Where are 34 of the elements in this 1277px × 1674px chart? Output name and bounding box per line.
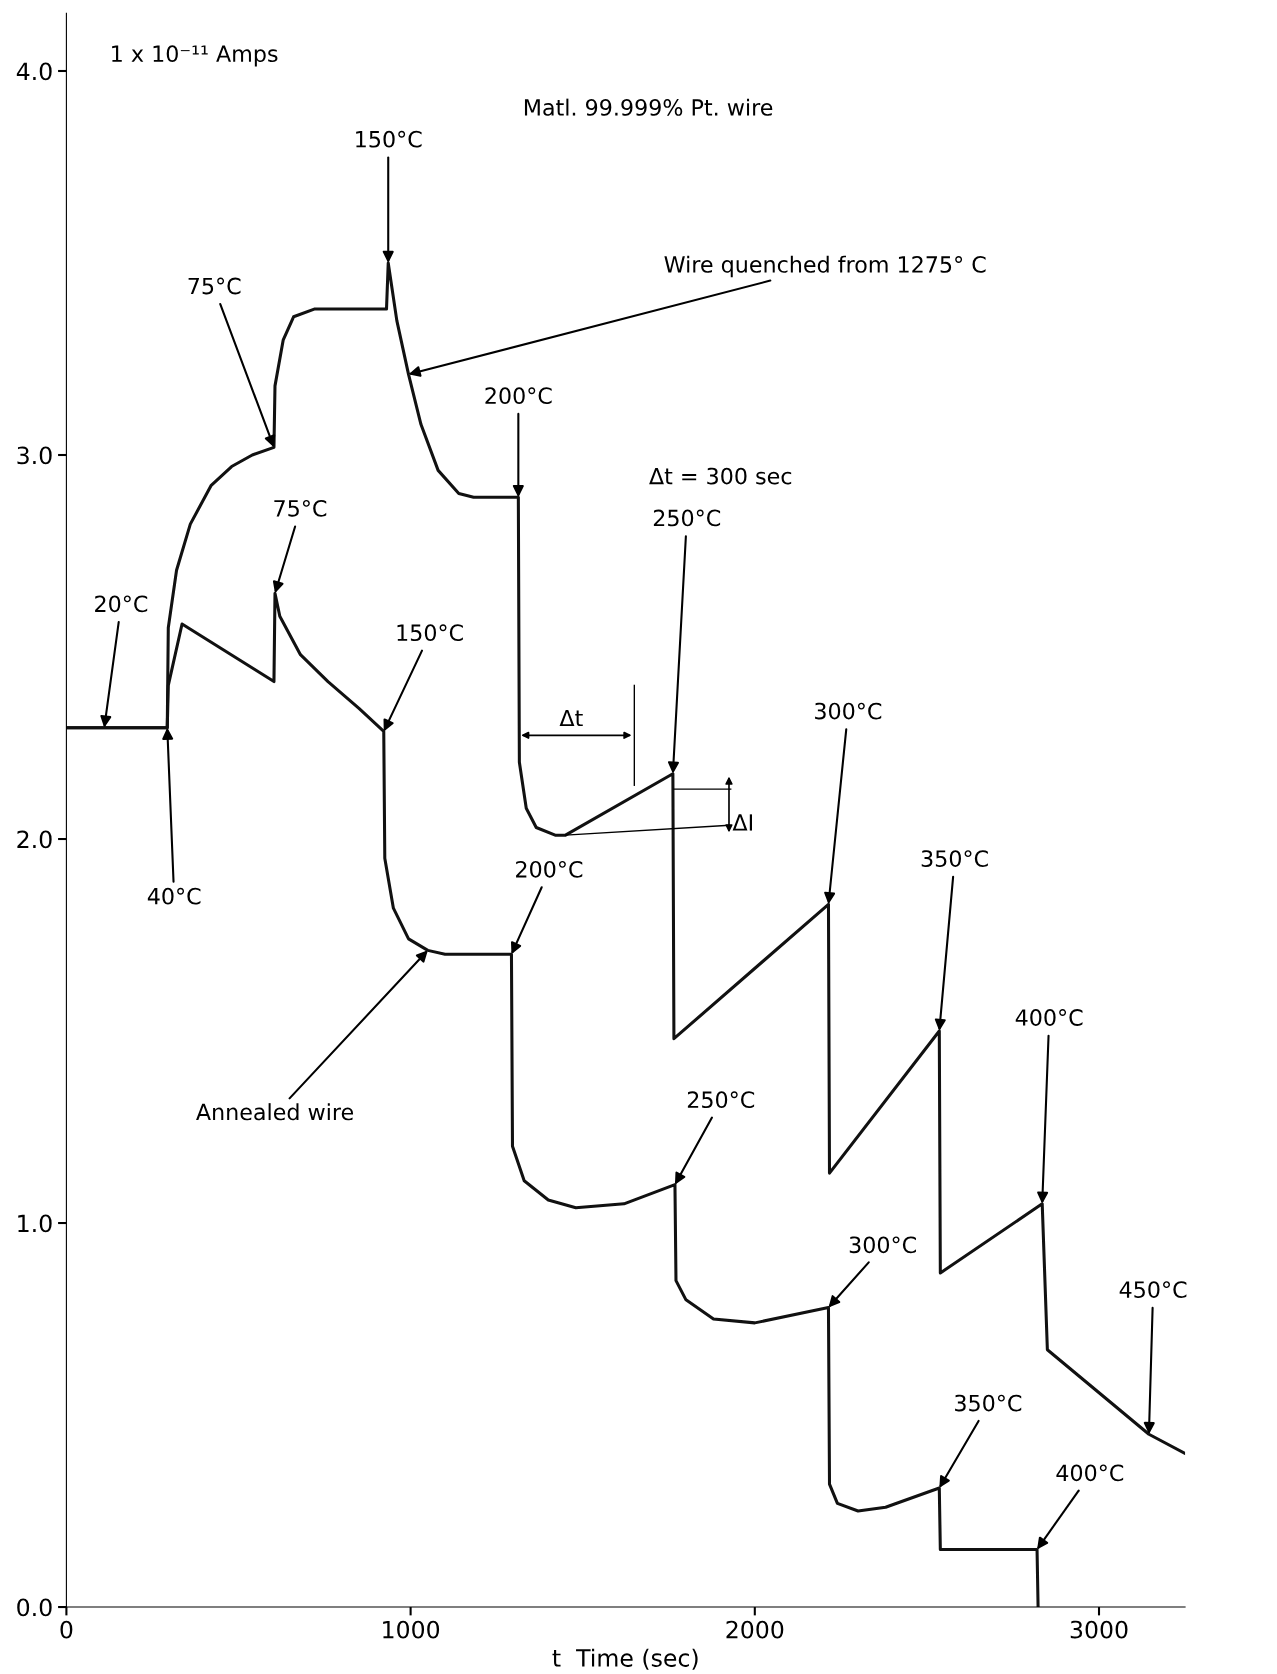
y-tick-label: 3.0 — [17, 446, 52, 465]
annotation: 250°C — [653, 509, 721, 527]
x-tick-label: 0 — [60, 1620, 73, 1639]
y-tick-label: 1.0 — [18, 1214, 52, 1233]
annotation: 400°C — [1015, 1009, 1083, 1026]
annotation: 200°C — [485, 387, 552, 405]
annotation: 350°C — [921, 850, 988, 867]
x-tick-label: 1000 — [383, 1620, 440, 1639]
x-axis-title: t Time (sec) — [552, 1648, 698, 1670]
x-tick-label: 2000 — [726, 1620, 784, 1639]
annotation: 400°C — [1056, 1464, 1124, 1482]
annotation: Annealed wire — [196, 1103, 354, 1121]
annotation: 1 x 10⁻¹¹ Amps — [112, 45, 278, 67]
annotation: 450°C — [1119, 1281, 1187, 1298]
annotation: Matl. 99.999% Pt. wire — [524, 98, 773, 116]
annotation: 200°C — [516, 860, 583, 878]
annotation: 350°C — [955, 1394, 1022, 1412]
y-tick-label: 4.0 — [16, 62, 52, 81]
annotation: Wire quenched from 1275° C — [664, 255, 986, 278]
annotation: Δt — [559, 709, 583, 727]
annotation: ΔI — [732, 814, 753, 831]
annotation: 75°C — [188, 277, 241, 295]
annotation: 150°C — [356, 130, 422, 148]
annotation: 300°C — [815, 702, 882, 720]
annotation: 250°C — [687, 1091, 755, 1109]
y-tick-label: 2.0 — [17, 830, 52, 849]
annotation: 20°C — [95, 595, 148, 613]
annotation: 40°C — [147, 887, 201, 905]
y-tick-label: 0.0 — [17, 1598, 52, 1617]
annotation: 300°C — [849, 1236, 916, 1254]
annotation: 75°C — [274, 499, 327, 517]
x-tick-label: 3000 — [1070, 1620, 1128, 1639]
annotation: 150°C — [397, 624, 463, 642]
annotation: Δt = 300 sec — [649, 467, 792, 485]
